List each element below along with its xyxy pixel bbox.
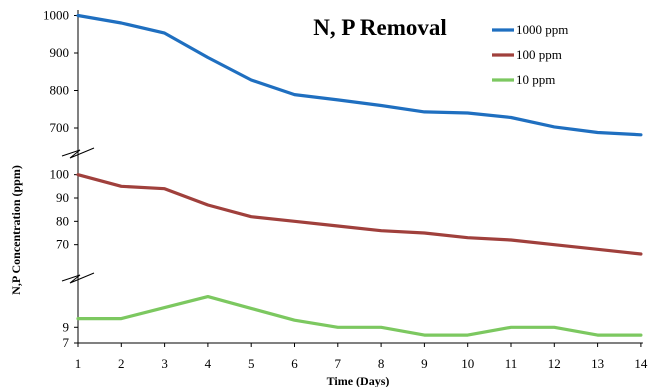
y-tick-label: 9 [63,319,70,334]
y-tick-label: 1000 [43,8,69,23]
axis-break-marker [61,147,95,159]
x-tick-label: 12 [548,356,561,371]
chart-title: N, P Removal [313,15,447,40]
series-line-1000-ppm [76,13,643,137]
x-tick-label: 7 [335,356,342,371]
x-tick-label: 11 [505,356,518,371]
x-tick-label: 2 [118,356,125,371]
y-tick-label: 100 [50,167,70,182]
y-tick-label: 80 [56,213,69,228]
axis-break-marker [61,272,95,284]
y-tick-label: 70 [56,237,69,252]
series-line-100-ppm [76,173,643,256]
y-tick-label: 90 [56,190,69,205]
x-tick-label: 5 [248,356,255,371]
x-tick-label: 4 [205,356,212,371]
legend-label: 1000 ppm [516,22,568,37]
x-tick-label: 1 [75,356,82,371]
x-tick-label: 9 [421,356,428,371]
x-tick-label: 13 [591,356,604,371]
plot-area [76,13,643,337]
y-tick-label: 7 [63,335,70,350]
x-tick-label: 8 [378,356,385,371]
x-tick-label: 14 [634,356,648,371]
y-tick-label: 800 [50,83,70,98]
legend: 1000 ppm 100 ppm 10 ppm [492,22,568,87]
series-line-10-ppm [76,295,643,337]
y-axis-label: N,P Concentration (ppm) [9,165,23,295]
y-tick-label: 700 [50,120,70,135]
legend-label: 10 ppm [516,72,555,87]
x-tick-label: 6 [291,356,298,371]
x-tick-label: 10 [461,356,474,371]
x-axis-label: Time (Days) [327,374,390,387]
y-tick-label: 900 [50,45,70,60]
x-tick-label: 3 [161,356,168,371]
legend-label: 100 ppm [516,47,562,62]
